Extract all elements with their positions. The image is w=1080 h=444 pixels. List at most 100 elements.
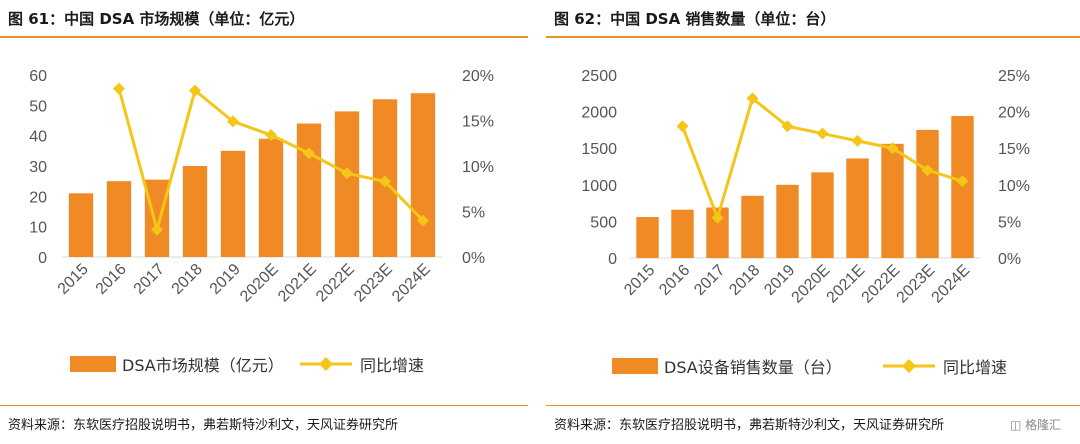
y-right-tick-label: 15% [998, 141, 1030, 158]
x-tick-label: 2017 [691, 262, 728, 299]
y-left-tick-label: 30 [29, 159, 47, 176]
x-tick-label: 2017 [131, 261, 168, 298]
y-left-tick-label: 20 [29, 189, 47, 206]
x-tick-label: 2018 [726, 262, 763, 299]
bar [811, 172, 834, 258]
x-tick-label: 2023E [894, 262, 939, 307]
legend-swatch-bar [612, 358, 658, 374]
y-left-tick-label: 2000 [581, 105, 617, 122]
source-rule [0, 405, 528, 406]
y-right-tick-label: 5% [998, 214, 1021, 231]
growth-marker [341, 167, 353, 180]
growth-marker [886, 142, 899, 155]
y-right-tick-label: 15% [462, 114, 494, 131]
x-tick-label: 2016 [93, 261, 130, 298]
x-tick-label: 2021E [275, 261, 320, 306]
bar [410, 93, 436, 257]
growth-marker [151, 223, 163, 236]
y-right-tick-label: 20% [998, 105, 1030, 122]
y-right-tick-label: 20% [462, 68, 494, 85]
bar [636, 217, 659, 258]
bar [144, 179, 170, 257]
x-tick-label: 2020E [237, 261, 282, 306]
y-left-tick-label: 10 [29, 220, 47, 237]
growth-marker [781, 120, 794, 133]
x-tick-label: 2018 [169, 261, 206, 298]
y-left-tick-label: 60 [29, 68, 47, 85]
growth-marker [189, 84, 201, 97]
growth-marker [379, 175, 391, 188]
growth-marker [746, 92, 759, 105]
growth-marker [851, 134, 864, 147]
bar [671, 209, 694, 258]
bar [68, 193, 94, 257]
legend-label-line: 同比增速 [360, 356, 424, 375]
y-right-tick-label: 25% [998, 68, 1030, 85]
x-tick-label: 2023E [351, 261, 396, 306]
y-left-tick-label: 0 [608, 251, 617, 268]
y-right-tick-label: 10% [998, 178, 1030, 195]
bar [182, 166, 208, 257]
bar [916, 129, 939, 258]
chart-source: 资料来源：东软医疗招股说明书，弗若斯特沙利文，天风证券研究所 [8, 418, 399, 433]
y-right-tick-label: 5% [462, 205, 485, 222]
bar [106, 181, 132, 257]
growth-marker [711, 211, 724, 224]
chart-sales-volume: 0 500 1000 1500 2000 2500 0% 5% 10% 15% 20% 25% 2015… [581, 68, 1030, 377]
legend-swatch-bar [70, 356, 116, 372]
title-rule [546, 36, 1080, 38]
y-left-tick-label: 1000 [581, 178, 617, 195]
bar [846, 158, 869, 258]
chart-title: 图 61：中国 DSA 市场规模（单位：亿元） [8, 10, 305, 28]
bar [706, 207, 729, 258]
chart-panel-sales-volume: 图 62：中国 DSA 销售数量（单位：台） 0 500 1000 1500 2000 2… [546, 0, 1080, 444]
bar [258, 138, 284, 257]
y-left-tick-label: 0 [38, 250, 47, 267]
y-left-tick-label: 40 [29, 129, 47, 146]
x-tick-label: 2021E [824, 262, 869, 307]
y-left-tick-label: 500 [590, 214, 617, 231]
legend-label-line: 同比增速 [943, 358, 1007, 377]
y-right-tick-label: 0% [998, 251, 1021, 268]
legend-swatch-marker [319, 357, 333, 371]
growth-marker [417, 214, 429, 227]
growth-marker [227, 115, 239, 128]
y-left-tick-label: 1500 [581, 141, 617, 158]
y-left-tick-label: 50 [29, 98, 47, 115]
growth-marker [265, 129, 277, 142]
growth-marker [921, 164, 934, 177]
legend-label-bar: DSA市场规模（亿元） [122, 356, 284, 375]
y-right-tick-label: 0% [462, 250, 485, 267]
x-tick-label: 2022E [859, 262, 904, 307]
x-tick-label: 2024E [929, 262, 974, 307]
x-tick-label: 2020E [789, 262, 834, 307]
bar [334, 111, 360, 258]
y-left-tick-label: 2500 [581, 68, 617, 85]
x-tick-label: 2015 [55, 261, 92, 298]
bar [881, 143, 904, 258]
bar [296, 123, 322, 258]
growth-marker [676, 120, 689, 133]
growth-marker [303, 147, 315, 160]
title-rule [0, 36, 528, 38]
bar [776, 184, 799, 258]
chart-source: 资料来源：东软医疗招股说明书，弗若斯特沙利文，天风证券研究所 [554, 418, 945, 433]
chart-panel-market-size: 图 61：中国 DSA 市场规模（单位：亿元） 0 10 20 30 40 50 60 0% 5… [0, 0, 528, 444]
x-tick-label: 2015 [621, 262, 658, 299]
bar [741, 195, 764, 258]
growth-marker [956, 175, 969, 188]
watermark-logo: ◫ 格隆汇 [1010, 418, 1062, 432]
growth-marker [816, 127, 829, 140]
x-tick-label: 2022E [313, 261, 358, 306]
legend-label-bar: DSA设备销售数量（台） [664, 358, 842, 377]
chart-title: 图 62：中国 DSA 销售数量（单位：台） [554, 10, 836, 28]
x-tick-label: 2016 [656, 262, 693, 299]
source-rule [546, 405, 1080, 406]
bar [220, 150, 246, 257]
growth-marker [113, 82, 125, 95]
watermark-text: 格隆汇 [1025, 418, 1062, 432]
x-tick-label: 2024E [389, 261, 434, 306]
y-right-tick-label: 10% [462, 159, 494, 176]
legend-swatch-marker [902, 359, 916, 373]
